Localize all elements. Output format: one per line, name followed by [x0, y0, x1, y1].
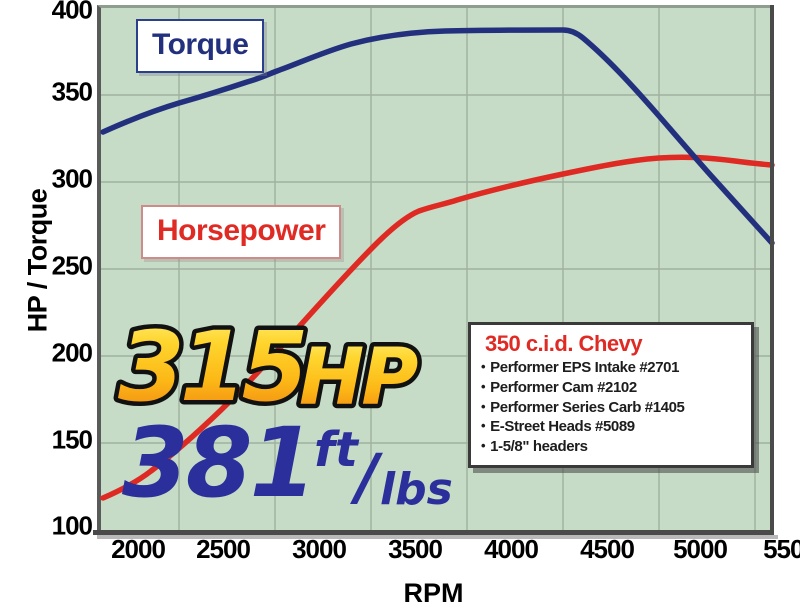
series-torque [100, 27, 775, 246]
y-tick-100: 100 [51, 510, 93, 541]
bullet-icon: • [481, 359, 486, 375]
spec-item-label: Performer Series Carb #1405 [490, 398, 685, 416]
bullet-icon: • [481, 418, 486, 434]
y-tick-250: 250 [51, 250, 93, 281]
y-tick-300: 300 [51, 163, 93, 194]
x-tick-5500: 5500 [763, 534, 800, 564]
plot-bottom-shadow [97, 535, 778, 539]
y-axis-tick-labels: 400 350 300 250 200 150 100 [0, 0, 93, 614]
y-tick-350: 350 [51, 76, 93, 107]
plot-bottom-border [93, 530, 774, 535]
spec-list-item: • E-Street Heads #5089 [481, 417, 743, 437]
bullet-icon: • [481, 438, 486, 454]
y-axis-title: HP / Torque [22, 188, 53, 333]
x-tick-4500: 4500 [580, 534, 635, 564]
y-tick-400: 400 [51, 0, 93, 25]
spec-item-label: Performer Cam #2102 [490, 378, 637, 396]
x-axis-title: RPM [403, 578, 464, 608]
bullet-icon: • [481, 378, 486, 394]
legend-label-torque: Torque [136, 19, 265, 73]
spec-item-label: E-Street Heads #5089 [490, 418, 635, 436]
x-tick-2000: 2000 [111, 534, 166, 564]
x-tick-4000: 4000 [484, 534, 539, 564]
y-tick-200: 200 [51, 337, 93, 368]
x-tick-2500: 2500 [196, 534, 251, 564]
engine-spec-box: 350 c.i.d. Chevy • Performer EPS Intake … [468, 322, 754, 469]
legend-label-horsepower: Horsepower [141, 205, 342, 259]
plot-right-border [770, 5, 774, 535]
spec-box-title: 350 c.i.d. Chevy [485, 331, 643, 356]
spec-list-item: • Performer EPS Intake #2701 [481, 358, 743, 378]
y-tick-150: 150 [51, 424, 93, 455]
spec-item-label: 1-5/8" headers [490, 438, 588, 456]
spec-list-item: • Performer Series Carb #1405 [481, 398, 743, 418]
spec-list-item: • Performer Cam #2102 [481, 378, 743, 398]
spec-item-label: Performer EPS Intake #2701 [490, 359, 680, 377]
bullet-icon: • [481, 398, 486, 414]
spec-list-item: • 1-5/8" headers [481, 437, 743, 457]
series-horsepower [100, 154, 775, 501]
x-tick-3000: 3000 [292, 534, 347, 564]
x-tick-5000: 5000 [673, 534, 728, 564]
x-tick-3500: 3500 [388, 534, 443, 564]
